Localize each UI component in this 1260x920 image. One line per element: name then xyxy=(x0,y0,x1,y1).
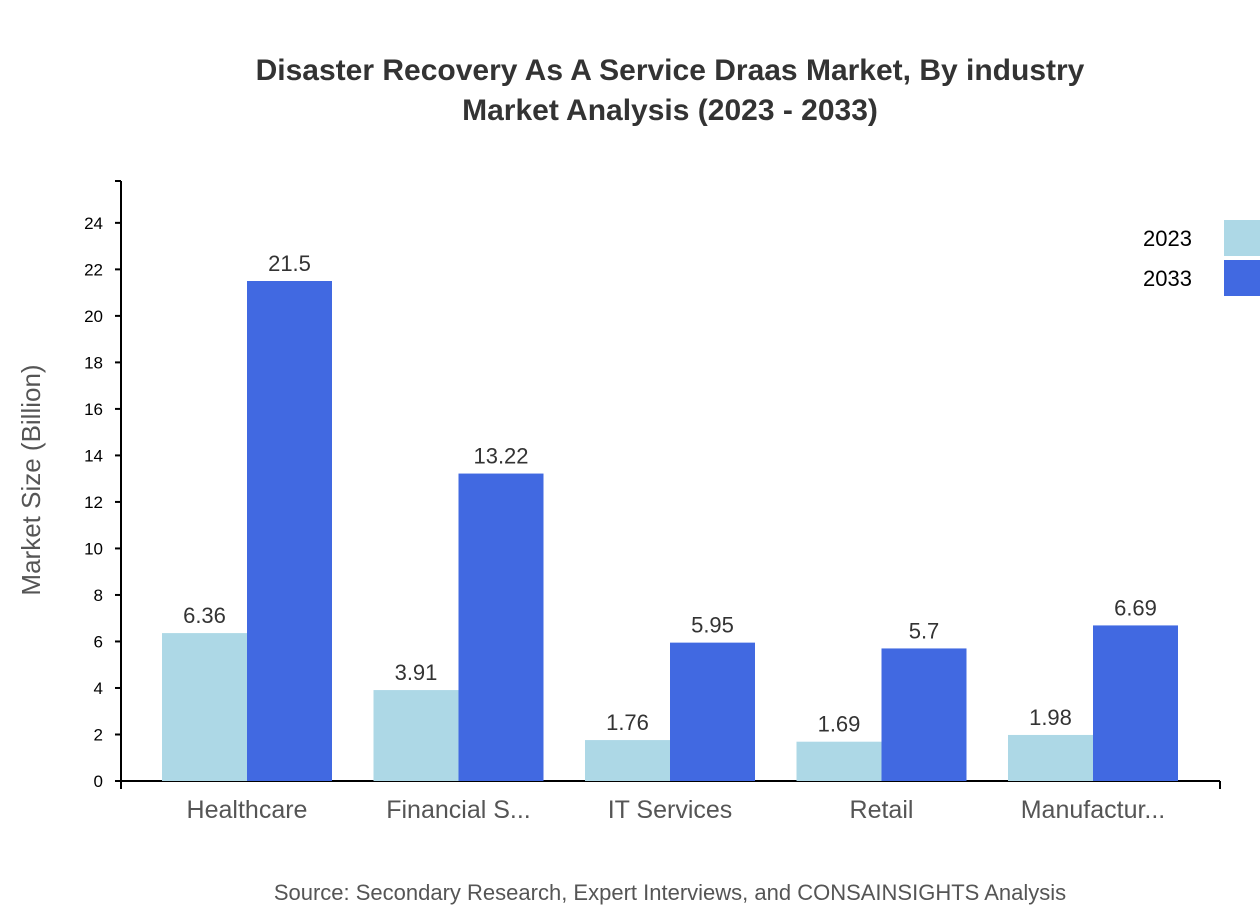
data-label: 21.5 xyxy=(268,251,311,276)
bar-2033 xyxy=(458,473,544,781)
x-tick-label: Financial S... xyxy=(386,796,531,824)
y-tick-label: 8 xyxy=(94,586,103,605)
bar-2023 xyxy=(1008,734,1093,781)
data-label: 1.98 xyxy=(1029,705,1072,730)
bar-2033 xyxy=(247,281,332,781)
data-label: 1.69 xyxy=(818,712,861,737)
data-label: 6.69 xyxy=(1114,595,1157,620)
y-tick-label: 10 xyxy=(84,539,103,558)
legend-swatch xyxy=(1224,220,1260,256)
y-tick-label: 2 xyxy=(94,725,103,744)
data-label: 6.36 xyxy=(183,603,226,628)
bar-2023 xyxy=(162,633,247,781)
data-label: 3.91 xyxy=(395,660,438,685)
data-label: 1.76 xyxy=(606,710,649,735)
legend-swatch xyxy=(1224,260,1260,296)
bar-2023 xyxy=(585,740,670,781)
data-label: 5.95 xyxy=(691,613,734,638)
y-tick-label: 16 xyxy=(84,400,103,419)
legend-label: 2033 xyxy=(1143,266,1192,291)
bar-2023 xyxy=(373,690,459,781)
x-tick-label: IT Services xyxy=(608,796,733,824)
x-tick-label: Healthcare xyxy=(187,796,308,824)
y-tick-label: 20 xyxy=(84,307,103,326)
y-axis-label: Market Size (Billion) xyxy=(16,364,46,595)
y-tick-label: 18 xyxy=(84,353,103,372)
y-tick-label: 4 xyxy=(94,679,103,698)
chart-title-line2: Market Analysis (2023 - 2033) xyxy=(462,94,878,127)
bar-2033 xyxy=(881,648,967,781)
y-tick-label: 24 xyxy=(84,214,103,233)
source-note: Source: Secondary Research, Expert Inter… xyxy=(274,880,1066,905)
y-tick-label: 6 xyxy=(94,632,103,651)
bar-2033 xyxy=(1093,625,1178,781)
legend-label: 2023 xyxy=(1143,226,1192,251)
x-tick-label: Manufactur... xyxy=(1021,796,1166,824)
y-tick-label: 12 xyxy=(84,493,103,512)
bar-2033 xyxy=(670,642,755,781)
data-label: 5.7 xyxy=(909,618,940,643)
data-label: 13.22 xyxy=(473,444,528,469)
y-tick-label: 14 xyxy=(84,446,103,465)
x-tick-label: Retail xyxy=(850,796,914,824)
y-tick-label: 0 xyxy=(94,772,103,791)
bar-2023 xyxy=(796,741,882,781)
y-tick-label: 22 xyxy=(84,260,103,279)
chart-title-line1: Disaster Recovery As A Service Draas Mar… xyxy=(256,54,1085,87)
